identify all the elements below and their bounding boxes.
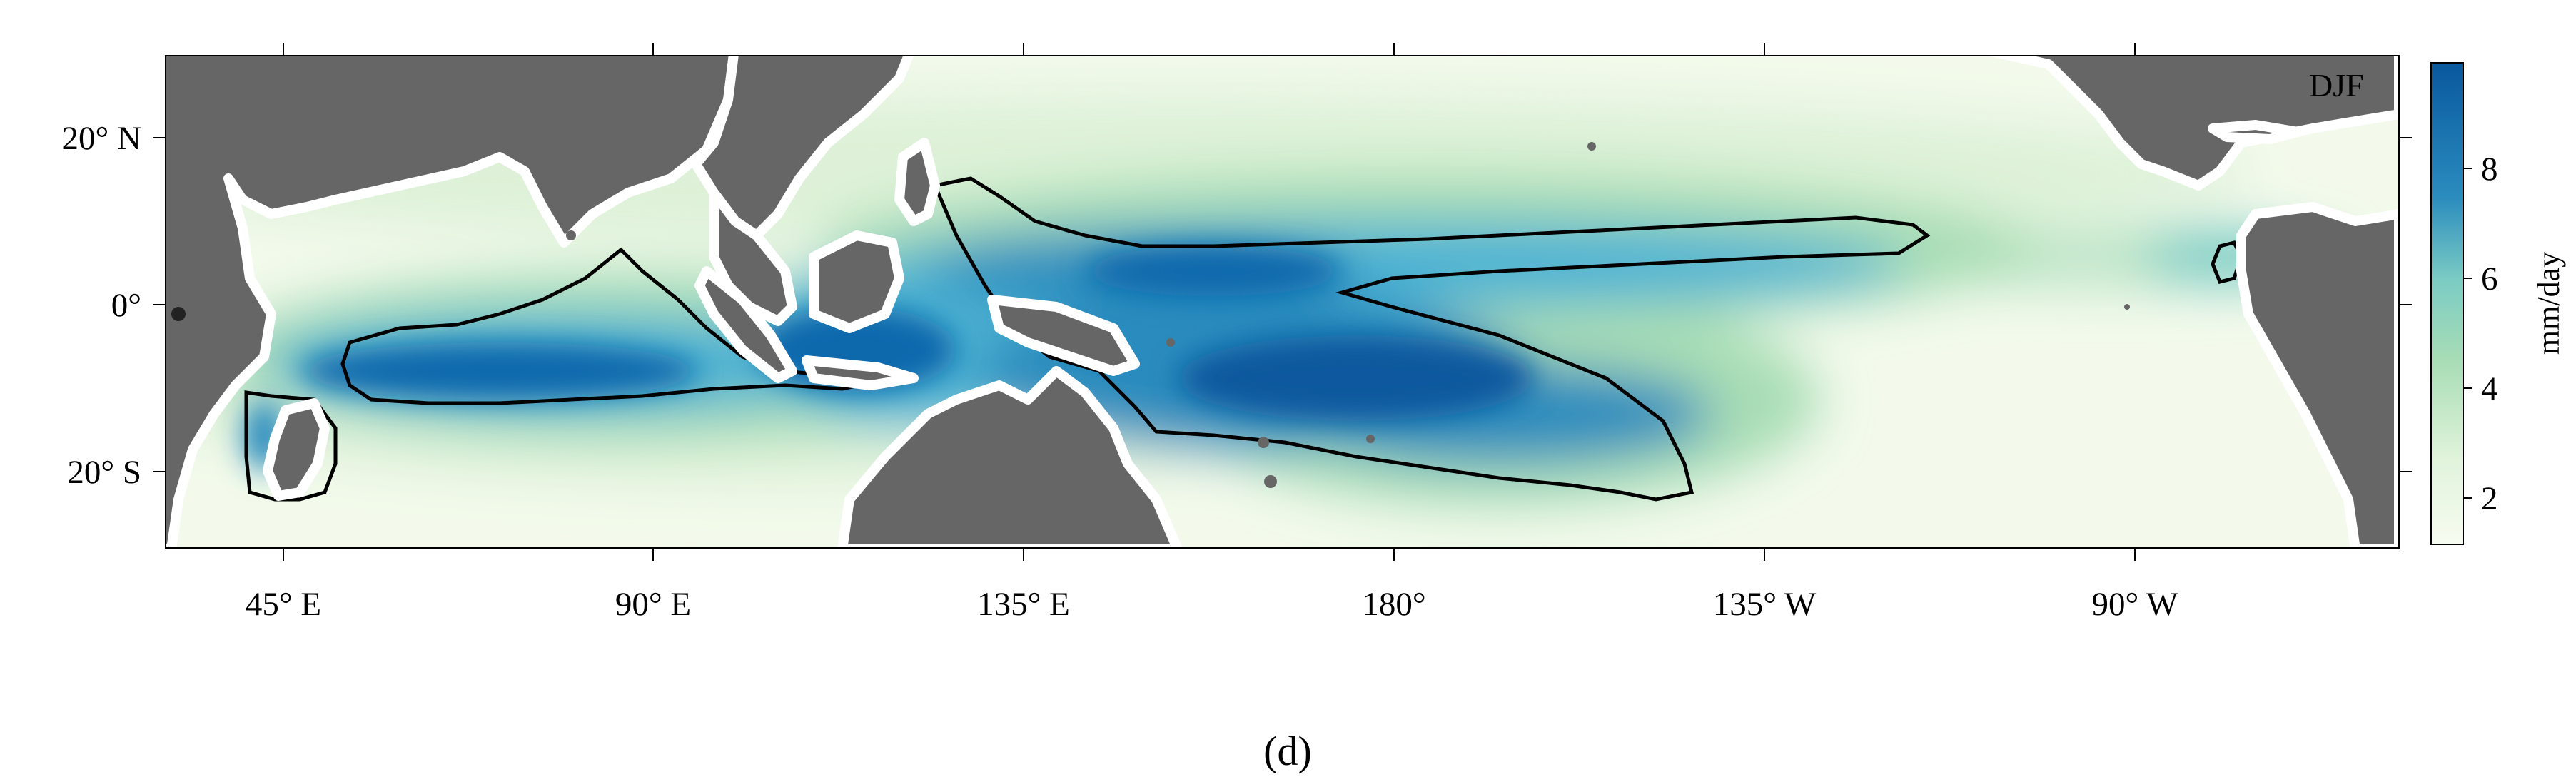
small-islands bbox=[171, 142, 2130, 488]
land-africa-arabia bbox=[166, 56, 739, 548]
y-axis-labels: 20° N 0° 20° S bbox=[62, 120, 142, 491]
x-tick-label: 180° bbox=[1362, 586, 1425, 623]
land-sumatra bbox=[694, 266, 797, 383]
colorbar: 8 6 4 2 mm/day bbox=[2430, 62, 2566, 545]
land-australia bbox=[837, 366, 1183, 548]
season-label: DJF bbox=[2309, 67, 2364, 103]
map-panel bbox=[166, 56, 2399, 548]
contour-pacific bbox=[932, 176, 1931, 502]
x-axis-labels: 45° E 90° E 135° E 180° 135° W 90° W bbox=[246, 586, 2178, 623]
land-philippines bbox=[894, 138, 940, 226]
land-madagascar bbox=[263, 398, 330, 501]
contour-south-america bbox=[2211, 240, 2243, 284]
colorbar-tick-label: 2 bbox=[2481, 480, 2498, 517]
map-frame bbox=[165, 55, 2400, 549]
colorbar-unit-label: mm/day bbox=[2531, 252, 2566, 355]
panel-label: (d) bbox=[1263, 728, 1312, 774]
x-tick-label: 135° W bbox=[1713, 586, 1817, 623]
precipitation-core bbox=[243, 246, 1535, 471]
colorbar-tick-label: 8 bbox=[2481, 151, 2498, 188]
land-asia bbox=[691, 56, 914, 240]
x-tick-label: 135° E bbox=[977, 586, 1070, 623]
land-north-america bbox=[1986, 56, 2399, 191]
x-tick-label: 90° W bbox=[2091, 586, 2178, 623]
x-tick-label: 45° E bbox=[246, 586, 321, 623]
colorbar-tick-label: 6 bbox=[2481, 260, 2498, 298]
axis-ticks bbox=[153, 43, 2412, 561]
land-south-america bbox=[2236, 202, 2399, 548]
colorbar-tick-label: 4 bbox=[2481, 370, 2498, 407]
colorbar-gradient bbox=[2430, 62, 2464, 545]
y-tick-label: 20° S bbox=[67, 454, 141, 491]
land-cuba bbox=[2208, 120, 2303, 144]
land-new-guinea bbox=[987, 295, 1140, 376]
land-borneo bbox=[809, 230, 904, 333]
land-java bbox=[802, 355, 919, 390]
y-tick-label: 0° bbox=[111, 287, 141, 324]
y-tick-label: 20° N bbox=[62, 120, 142, 157]
contour-madagascar bbox=[244, 390, 338, 502]
land-masses bbox=[166, 56, 2399, 548]
x-tick-label: 90° E bbox=[615, 586, 691, 623]
